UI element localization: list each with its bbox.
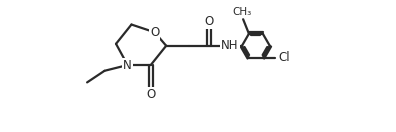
Text: O: O [150, 26, 159, 39]
Text: CH₃: CH₃ [232, 7, 252, 17]
Text: Cl: Cl [279, 51, 290, 64]
Text: NH: NH [221, 39, 238, 52]
Text: N: N [123, 58, 132, 72]
Text: O: O [204, 15, 213, 28]
Text: O: O [146, 88, 155, 101]
